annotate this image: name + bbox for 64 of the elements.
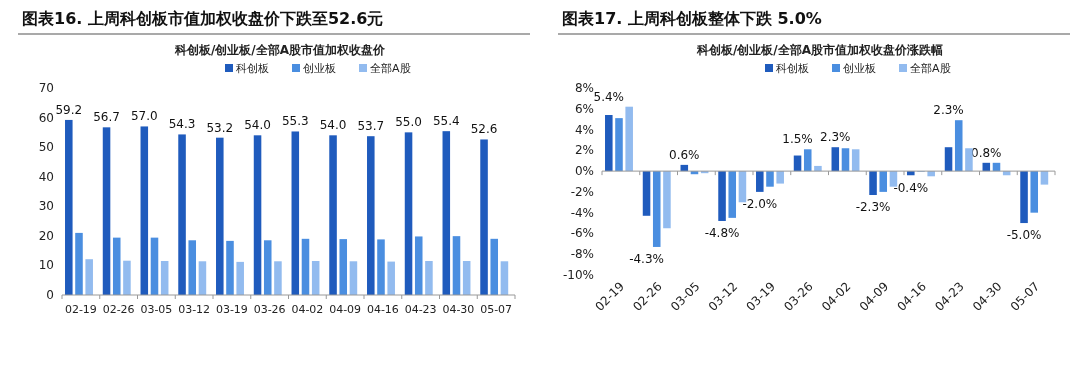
chart-subtitle: 科创板/创业板/全部A股市值加权收盘价 — [173, 43, 387, 57]
x-tick-label: 04-16 — [366, 303, 399, 316]
x-tick-label: 04-23 — [404, 303, 437, 316]
y-tick-label: 6% — [574, 101, 594, 116]
y-tick-label: 2% — [574, 143, 594, 158]
y-tick-label: -2% — [570, 184, 594, 199]
y-tick-label: 4% — [574, 122, 594, 137]
data-label: 1.5% — [782, 132, 813, 147]
data-label: 59.2 — [55, 102, 83, 117]
x-tick-label: 04-30 — [442, 303, 475, 316]
data-label: -0.4% — [893, 181, 929, 196]
x-tick-label: 02-26 — [102, 303, 135, 316]
data-label: 54.3 — [168, 117, 196, 132]
legend-label: 创业板 — [303, 62, 336, 75]
data-label: 5.4% — [593, 89, 625, 104]
x-tick-label: 04-09 — [329, 303, 362, 316]
legend-label: 创业板 — [843, 62, 876, 75]
chart-title: 图表17. 上周科创板整体下跌 5.0% — [562, 9, 822, 28]
data-label: 55.0 — [395, 115, 422, 130]
legend-label: 全部A股 — [370, 62, 411, 75]
legend-label: 科创板 — [236, 62, 269, 75]
x-tick-label: 03-12 — [178, 303, 211, 316]
y-tick-label: 0 — [46, 288, 54, 302]
data-label: -2.0% — [742, 196, 778, 211]
legend-label: 科创板 — [776, 62, 809, 75]
x-tick-label: 05-07 — [480, 303, 513, 316]
data-label: 55.3 — [281, 114, 309, 129]
data-label: 52.6 — [470, 122, 498, 137]
data-label: 2.3% — [820, 130, 851, 145]
y-tick-label: -4% — [570, 205, 594, 220]
data-label: 56.7 — [93, 110, 120, 125]
legend-label: 全部A股 — [910, 62, 951, 75]
data-label: 54.0 — [319, 118, 347, 133]
chart-subtitle: 科创板/创业板/全部A股市值加权收盘价涨跌幅 — [695, 43, 944, 57]
y-tick-label: 40 — [38, 169, 54, 184]
y-tick-label: -10% — [562, 268, 594, 282]
data-label: 0.8% — [971, 145, 1002, 160]
data-label: 53.2 — [206, 120, 234, 135]
data-label: 57.0 — [130, 109, 158, 124]
y-tick-label: 10 — [38, 258, 54, 273]
x-tick-label: 02-19 — [64, 303, 97, 316]
data-label: -4.8% — [704, 225, 740, 240]
y-tick-label: 60 — [38, 110, 54, 125]
y-tick-label: 20 — [38, 228, 54, 243]
data-label: 0.6% — [669, 147, 700, 162]
x-tick-label: 03-26 — [253, 303, 286, 316]
data-label: 53.7 — [357, 119, 385, 134]
data-label: -5.0% — [1006, 228, 1042, 243]
y-tick-label: -8% — [570, 247, 594, 262]
data-label: 55.4 — [432, 114, 460, 129]
x-tick-label: 03-19 — [215, 303, 248, 316]
y-tick-label: 8% — [574, 81, 594, 95]
x-tick-label: 04-02 — [291, 303, 324, 316]
chart-title: 图表16. 上周科创板市值加权收盘价下跌至52.6元 — [22, 9, 384, 28]
y-tick-label: 70 — [38, 81, 54, 95]
data-label: -2.3% — [855, 200, 891, 215]
data-label: 2.3% — [933, 103, 964, 118]
y-tick-label: -6% — [570, 226, 594, 241]
data-label: 54.0 — [244, 118, 271, 133]
y-tick-label: 50 — [38, 140, 54, 155]
y-tick-label: 0% — [574, 164, 594, 179]
x-tick-label: 03-05 — [140, 303, 173, 316]
y-tick-label: 30 — [38, 199, 54, 214]
data-label: -4.3% — [629, 251, 664, 266]
